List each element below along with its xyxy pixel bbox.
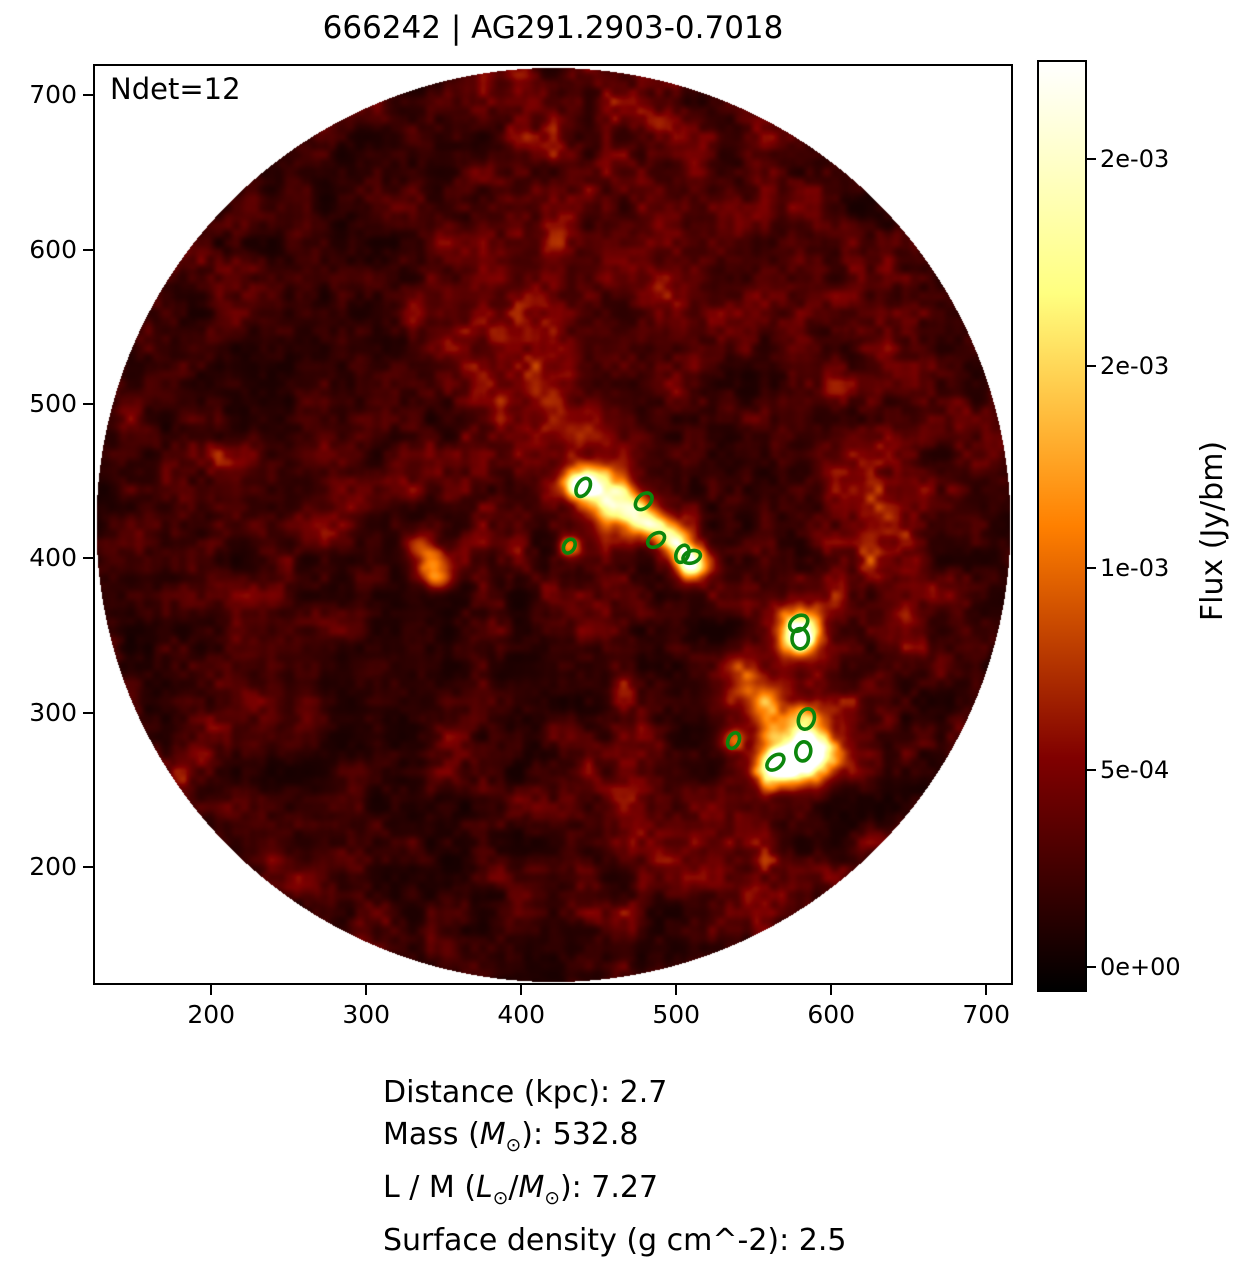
x-tick-mark xyxy=(985,985,988,995)
detection-ellipse xyxy=(796,706,817,732)
colorbar-tick-mark xyxy=(1087,365,1096,368)
info-line: Surface density (g cm^-2): 2.5 xyxy=(383,1223,847,1258)
info-line: Mass (M⊙): 532.8 xyxy=(383,1117,639,1156)
colorbar-tick-mark xyxy=(1087,158,1096,161)
colorbar xyxy=(1037,60,1087,992)
colorbar-tick-mark xyxy=(1087,965,1096,968)
y-tick-mark xyxy=(83,866,93,869)
y-tick-mark xyxy=(83,248,93,251)
y-tick-label: 700 xyxy=(29,80,77,110)
detection-ellipse xyxy=(681,548,703,566)
x-tick-label: 300 xyxy=(342,1000,391,1029)
colorbar-tick-label: 0e+00 xyxy=(1100,952,1181,981)
y-tick-mark xyxy=(83,94,93,97)
detection-ellipse xyxy=(574,476,593,499)
colorbar-tick-mark xyxy=(1087,566,1096,569)
info-text: Distance (kpc): 2.7 Mass (M⊙): 532.8 L / M… xyxy=(383,1072,846,1262)
detection-ellipse xyxy=(673,543,691,565)
detection-ellipse xyxy=(633,491,654,512)
x-tick-label: 400 xyxy=(497,1000,546,1029)
colorbar-tick-label: 1e-03 xyxy=(1100,553,1170,582)
figure-title: 666242 | AG291.2903-0.7018 xyxy=(322,10,784,46)
x-tick-mark xyxy=(675,985,678,995)
detection-ellipse xyxy=(794,740,813,763)
detection-ellipse xyxy=(645,530,667,550)
x-tick-label: 600 xyxy=(807,1000,856,1029)
nebula-image-canvas xyxy=(95,66,1011,983)
x-tick-mark xyxy=(210,985,213,995)
y-tick-label: 300 xyxy=(29,697,77,727)
detection-ellipse xyxy=(561,537,577,555)
colorbar-axis-label: Flux (Jy/bm) xyxy=(1195,440,1230,622)
info-line: Distance (kpc): 2.7 xyxy=(383,1075,668,1110)
colorbar-tick-label: 2e-03 xyxy=(1100,352,1170,381)
detection-ellipse xyxy=(790,626,811,651)
detections-overlay xyxy=(561,476,817,772)
detection-ellipse xyxy=(725,731,742,751)
y-tick-mark xyxy=(83,711,93,714)
colorbar-tick-mark xyxy=(1087,769,1096,772)
y-tick-mark xyxy=(83,557,93,560)
y-tick-mark xyxy=(83,403,93,406)
y-tick-label: 600 xyxy=(29,234,77,264)
y-tick-label: 500 xyxy=(29,389,77,419)
colorbar-tick-label: 5e-04 xyxy=(1100,756,1170,785)
plot-area: Ndet=12 xyxy=(93,64,1013,985)
y-tick-label: 400 xyxy=(29,543,77,573)
colorbar-gradient xyxy=(1039,62,1085,990)
x-tick-mark xyxy=(365,985,368,995)
ndet-label: Ndet=12 xyxy=(110,72,241,106)
colorbar-tick-label: 2e-03 xyxy=(1100,145,1170,174)
x-tick-label: 200 xyxy=(187,1000,236,1029)
x-tick-label: 700 xyxy=(962,1000,1011,1029)
x-tick-mark xyxy=(520,985,523,995)
detection-ellipse xyxy=(765,752,786,772)
y-tick-label: 200 xyxy=(29,852,77,882)
info-line: L / M (L⊙/M⊙): 7.27 xyxy=(383,1170,659,1209)
x-tick-label: 500 xyxy=(652,1000,701,1029)
x-tick-mark xyxy=(830,985,833,995)
